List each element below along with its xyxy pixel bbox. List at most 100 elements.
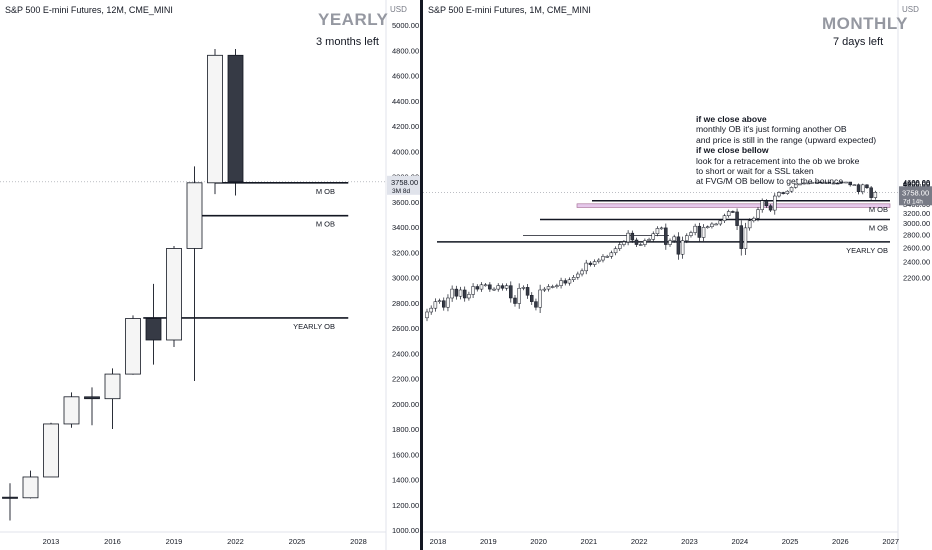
y-tick-label: 3600.00 [392,198,419,207]
candle-body [638,244,643,246]
candle-body [793,183,798,188]
y-tick-label: 4200.00 [392,122,419,131]
candle-body [475,286,480,290]
left-price-scale[interactable] [386,0,420,550]
candle-body [622,241,626,245]
y-tick-label: 4600.00 [903,178,930,187]
price-tag-countdown: 3M 8d [392,188,410,195]
candle-body [823,181,827,184]
right-sub-label: 7 days left [833,36,884,48]
candle-body [747,220,752,229]
candle-body [504,285,509,289]
candle-body [492,288,496,291]
x-tick-label: 2022 [631,537,648,546]
candle-body [613,248,618,254]
candle-body [166,248,182,341]
candle-body [626,232,630,243]
candle-body [550,286,555,288]
candle-body [810,182,815,184]
candle-body [768,205,773,211]
right-price-scale[interactable] [898,0,932,550]
candle-body [664,227,668,245]
note-line: and price is still in the range (upward … [696,134,877,145]
y-tick-label: 3200.00 [392,248,419,257]
left-sub-label: 3 months left [316,36,379,48]
candle-body [483,284,488,287]
x-tick-label: 2028 [350,537,367,546]
note-line: at FVG/M OB bellow to get the bounce [696,176,844,187]
y-tick-label: 2400.00 [903,258,930,267]
y-tick-label: 2800.00 [903,230,930,239]
candle-body [835,182,840,185]
candle-body [819,181,823,184]
candle-body [647,239,651,241]
candle-body [437,300,442,302]
pane-divider[interactable] [420,0,423,550]
candle-body [555,285,559,287]
candle-body [789,187,794,192]
x-tick-label: 2022 [227,537,244,546]
y-tick-label: 1600.00 [392,450,419,459]
candle-body [856,184,861,192]
candle-body [659,227,664,230]
level-label: M OB [316,187,335,196]
candle-body [705,226,710,229]
candle-body [584,262,588,272]
y-tick-label: 4800.00 [903,179,930,188]
note-line: look for a retracement into the ob we br… [696,155,860,166]
candle-body [496,285,500,290]
candle-body [668,240,672,245]
candle-body [840,181,844,184]
candle-body [580,270,584,275]
price-tag-bg [387,175,420,195]
x-tick-label: 2023 [681,537,698,546]
note-line: to short or wait for a SSL taken [696,166,814,177]
candle-body [471,286,475,295]
candle-body [2,496,18,499]
candle-body [563,280,568,284]
candle-body [861,184,865,192]
candle-body [538,289,542,308]
right-plot-area[interactable] [423,0,898,532]
candle-body [542,288,547,291]
candle-body [831,182,836,185]
candle-body [764,200,769,207]
candle-body [425,311,429,319]
y-tick-label: 3400.00 [392,223,419,232]
x-tick-label: 2019 [166,537,183,546]
candle-body [454,288,459,297]
y-tick-label: 4400.00 [903,178,930,187]
candle-body [643,240,647,245]
candle-body [814,181,819,184]
candle-body [718,220,723,225]
candle-body [827,181,831,184]
y-tick-label: 1000.00 [392,526,419,535]
candle-body [592,261,597,265]
x-tick-label: 2013 [43,537,60,546]
y-tick-label: 2200.00 [903,273,930,282]
candle-body [63,396,80,425]
x-tick-label: 2019 [480,537,497,546]
candle-body [534,301,538,308]
candle-body [509,285,513,299]
y-tick-label: 3000.00 [903,219,930,228]
note-line: monthly OB it's just forming another OB [696,124,847,135]
candle-body [697,225,702,238]
candle-body [597,259,601,262]
price-tag-price: 3758.00 [902,188,929,197]
candle-body [462,289,467,299]
candle-body [701,227,706,238]
y-tick-label: 3200.00 [903,209,930,218]
candle-body [104,373,121,400]
y-tick-label: 2000.00 [392,400,419,409]
candle-body [630,232,635,241]
candle-body [458,289,463,297]
candle-body [559,280,563,286]
level-label: M OB [869,205,888,214]
candle-body [710,223,714,228]
left-big-label: YEARLY [318,10,389,29]
candle-body [752,217,756,222]
candle-body [798,183,802,186]
left-plot-area[interactable] [0,0,386,532]
candle-body [546,286,551,290]
